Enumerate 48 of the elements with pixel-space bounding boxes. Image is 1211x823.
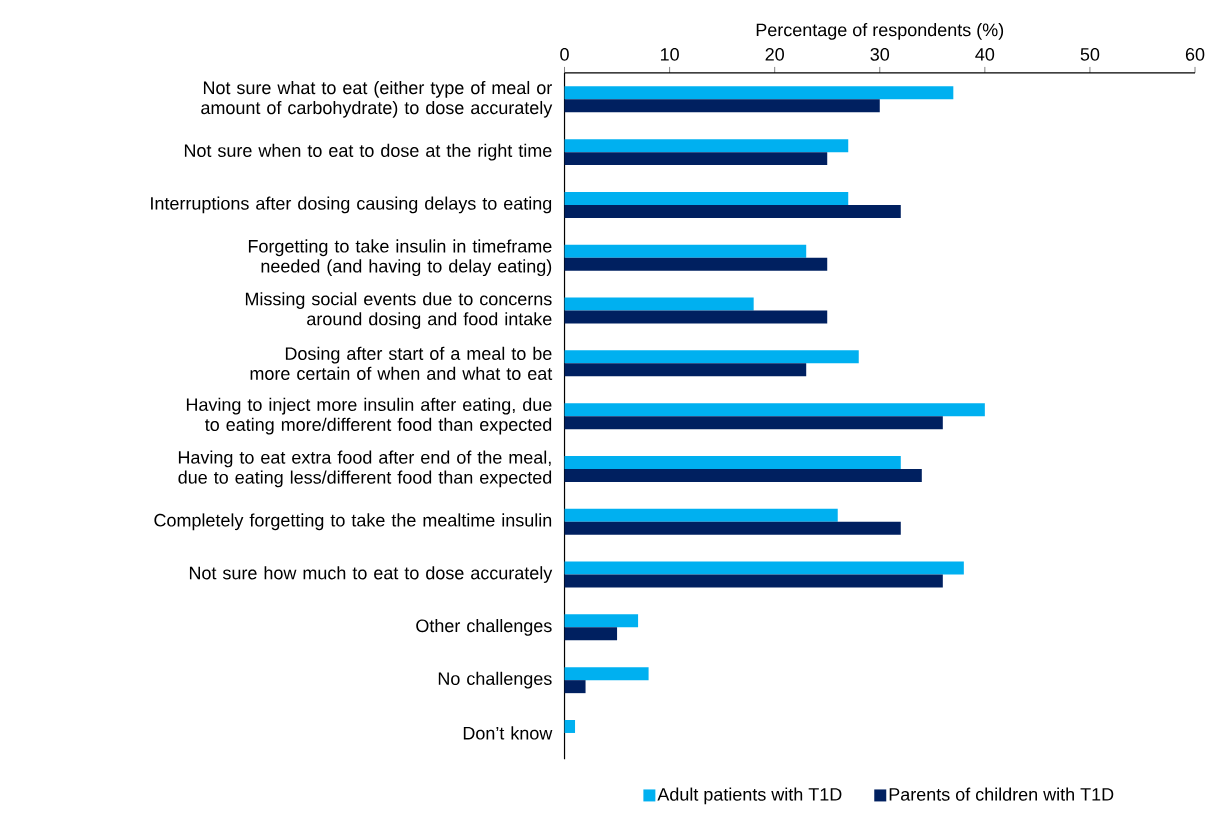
bar (564, 244, 807, 258)
y-tick-label: Missing social events due to concerns around dosing and food intake (245, 292, 552, 329)
x-axis-title: Percentage of respondents (%) (756, 22, 1004, 40)
bar (564, 468, 922, 482)
x-tick-label: 0 (560, 47, 569, 61)
legend-label: Parents of children with T1D (889, 787, 1114, 801)
y-tick-label: Having to inject more insulin after eating, due to eating more/different food than expected (186, 397, 552, 435)
bar (564, 521, 901, 535)
y-tick-label: Not sure what to eat (either type of meal or amount of carbohydrate) to dose accurately (201, 80, 553, 118)
y-tick-label: Dosing after start of a meal to be more certain of when and what to eat (250, 346, 553, 380)
x-tick-label: 30 (870, 47, 890, 61)
y-tick-label: Don’t know (463, 726, 553, 740)
bar (564, 310, 828, 324)
bar (564, 363, 807, 377)
bar (564, 614, 639, 628)
x-tick-label: 10 (660, 47, 679, 61)
x-tick-label: 20 (765, 47, 784, 61)
bar (564, 403, 985, 416)
bar (564, 257, 828, 271)
bar (564, 508, 838, 522)
bar (564, 680, 586, 693)
y-tick-label: Not sure when to eat to dose at the right time (184, 143, 552, 161)
bar (564, 204, 901, 218)
x-tick-label: 40 (975, 47, 995, 61)
bar (564, 667, 649, 681)
y-tick-label: Completely forgetting to take the mealtime insulin (154, 513, 552, 530)
legend-label: Adult patients with T1D (657, 787, 842, 805)
bar (564, 455, 901, 469)
bar (564, 297, 754, 311)
x-tick-label: 50 (1080, 47, 1100, 61)
bar (564, 350, 859, 364)
bar (564, 561, 964, 575)
bar (564, 191, 849, 205)
y-tick-label: Interruptions after dosing causing delays to eating (151, 196, 552, 214)
y-tick-label: Having to eat extra food after end of the meal, due to eating less/different food than expected (178, 450, 552, 488)
y-tick-label: Other challenges (416, 618, 552, 636)
bar (564, 86, 954, 100)
bar (564, 415, 943, 429)
y-tick-label: Forgetting to take insulin in timeframe needed (and having to delay eating) (248, 239, 552, 276)
bar (564, 627, 618, 641)
bar (564, 574, 943, 588)
y-tick-label: Not sure how much to eat to dose accurately (189, 566, 553, 583)
bar (564, 719, 576, 733)
y-tick-label: No challenges (438, 671, 552, 689)
x-tick-label: 60 (1185, 47, 1205, 61)
bar (564, 99, 880, 113)
bar (564, 138, 849, 152)
bar (564, 151, 828, 165)
